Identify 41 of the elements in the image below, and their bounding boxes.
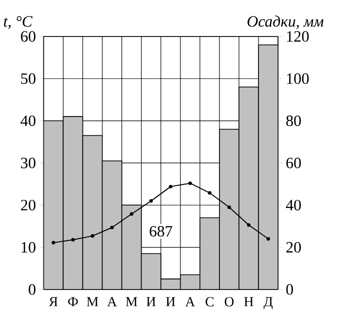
x-tick-label: А: [185, 297, 196, 306]
x-tick-label: М: [86, 297, 98, 306]
y2-tick-label: 120: [287, 31, 309, 42]
x-tick-label: М: [126, 297, 138, 306]
y-tick-label: 0: [28, 284, 36, 295]
point: [130, 212, 134, 216]
y2-tick-label: 0: [286, 284, 293, 295]
x-tick-label: Ф: [68, 297, 78, 306]
x-tick-label: А: [107, 297, 117, 306]
y-tick-label: 20: [20, 200, 36, 210]
point: [71, 238, 75, 242]
point: [208, 191, 212, 195]
point: [168, 184, 172, 188]
x-tick-label: Н: [244, 297, 254, 306]
point: [188, 181, 192, 185]
point: [266, 237, 270, 241]
y-tick-label: 10: [22, 242, 36, 253]
x-tick-label: С: [206, 297, 214, 306]
y-tick-label: 60: [20, 31, 36, 42]
y2-axis-title: Осадки, мм: [248, 16, 324, 30]
y2-tick-label: 60: [286, 158, 301, 168]
y-tick-label: 30: [21, 158, 36, 168]
point: [110, 226, 114, 230]
point: [246, 223, 251, 227]
point: [52, 240, 56, 244]
y2-tick-label: 40: [286, 200, 301, 210]
y2-tick-label: 20: [286, 242, 301, 253]
y-tick-label: 40: [20, 115, 36, 126]
x-tick-label: О: [224, 297, 234, 306]
x-tick-label: И: [166, 297, 176, 306]
y2-tick-label: 100: [287, 73, 309, 84]
x-tick-label: И: [146, 297, 156, 306]
y-axis-title: t, °C: [4, 16, 32, 30]
x-tick-label: Д: [264, 297, 273, 310]
point: [90, 234, 94, 238]
y2-tick-label: 80: [286, 115, 301, 126]
annotation: 687: [150, 226, 172, 237]
point: [149, 199, 153, 203]
point: [227, 205, 231, 210]
x-tick-label: Я: [48, 297, 58, 306]
y-tick-label: 50: [21, 73, 36, 84]
